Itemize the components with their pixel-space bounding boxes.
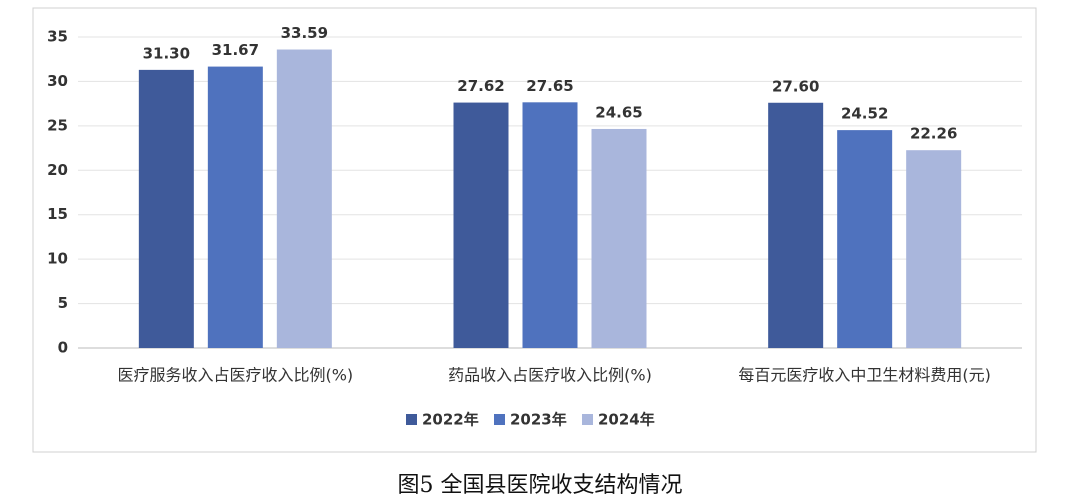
bar [276,49,332,348]
value-label: 31.67 [212,41,259,59]
y-tick-label: 30 [47,72,68,90]
bar [207,66,263,349]
value-label: 31.30 [143,44,190,62]
value-label: 24.65 [595,103,642,121]
chart-border [32,7,1037,453]
caption: 图5 全国县医院收支结构情况 [398,473,683,498]
legend-label: 2022年 [422,411,479,429]
x-tick-label: 药品收入占医疗收入比例(%) [448,366,652,385]
x-tick-label: 医疗服务收入占医疗收入比例(%) [117,366,353,385]
value-label: 27.60 [772,77,819,95]
value-label: 27.65 [526,77,573,95]
y-tick-label: 10 [47,250,68,268]
legend-label: 2024年 [598,411,655,429]
bar [906,150,962,348]
x-tick-label: 每百元医疗收入中卫生材料费用(元) [738,366,991,385]
y-tick-label: 15 [47,205,68,223]
value-label: 33.59 [281,24,328,42]
y-tick-label: 20 [47,161,68,179]
bar [591,128,647,348]
y-tick-label: 35 [47,28,68,46]
bar [522,102,578,348]
value-label: 22.26 [910,125,957,143]
legend-swatch [494,414,505,425]
y-tick-label: 25 [47,116,68,134]
value-label: 24.52 [841,105,888,123]
y-tick-label: 5 [58,294,68,312]
legend-swatch [406,414,417,425]
value-label: 27.62 [457,77,504,95]
bar [768,102,824,348]
bar [138,69,194,349]
bar [453,102,509,348]
bar [837,130,893,348]
legend-label: 2023年 [510,411,567,429]
y-tick-label: 0 [58,339,68,357]
legend-swatch [582,414,593,425]
